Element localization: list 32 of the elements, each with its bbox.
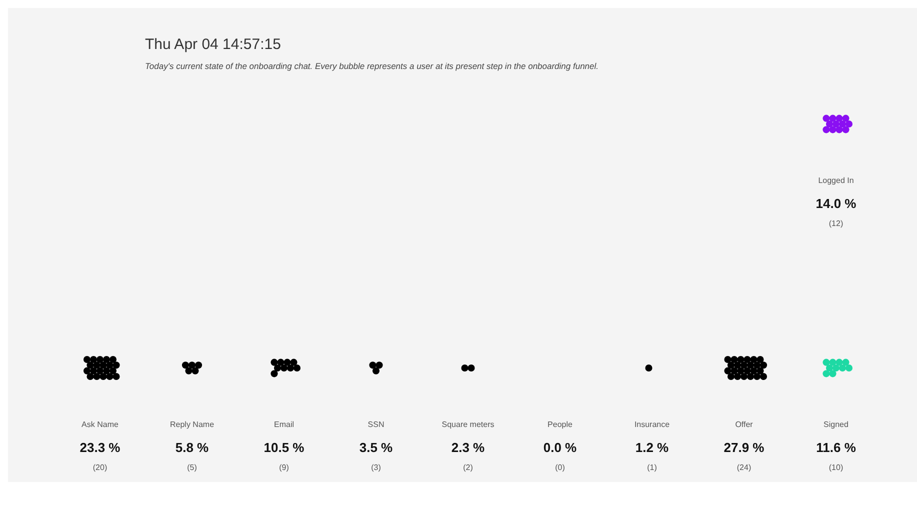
category-label: Reply Name [170, 420, 215, 429]
category-label: Insurance [634, 420, 670, 429]
data-label: 2.3 % [451, 440, 486, 455]
data-label: 10.5 % [264, 440, 305, 455]
data-label: (12) [828, 219, 844, 228]
category-label: Logged In [818, 176, 854, 185]
data-label: (5) [187, 463, 198, 472]
data-label: 0.0 % [543, 440, 578, 455]
data-label: 27.9 % [724, 440, 765, 455]
data-label: 5.8 % [175, 440, 210, 455]
category-label: People [548, 420, 573, 429]
data-label: (3) [371, 463, 382, 472]
data-label: 11.6 % [816, 440, 856, 455]
data-label: (24) [736, 463, 752, 472]
category-label: Signed [824, 420, 848, 429]
data-label: 23.3 % [80, 440, 121, 455]
data-label: (20) [92, 463, 108, 472]
category-label: Email [274, 420, 294, 429]
data-label: 1.2 % [635, 440, 670, 455]
data-label: 14.0 % [816, 196, 857, 211]
text: Thu Apr 04 14:57:15 [145, 36, 281, 53]
data-label: (0) [555, 463, 566, 472]
data-label: 3.5 % [359, 440, 394, 455]
category-label: Square meters [442, 420, 494, 429]
data-label: (9) [279, 463, 290, 472]
data-label: (10) [828, 463, 844, 472]
category-label: SSN [368, 420, 384, 429]
text: Today's current state of the onboarding chat. Every bubble represents a user at its present step in the onboarding funnel. [145, 61, 599, 71]
category-label: Ask Name [82, 420, 119, 429]
data-label: (2) [463, 463, 474, 472]
category-label: Offer [735, 420, 754, 429]
data-label: (1) [647, 463, 658, 472]
